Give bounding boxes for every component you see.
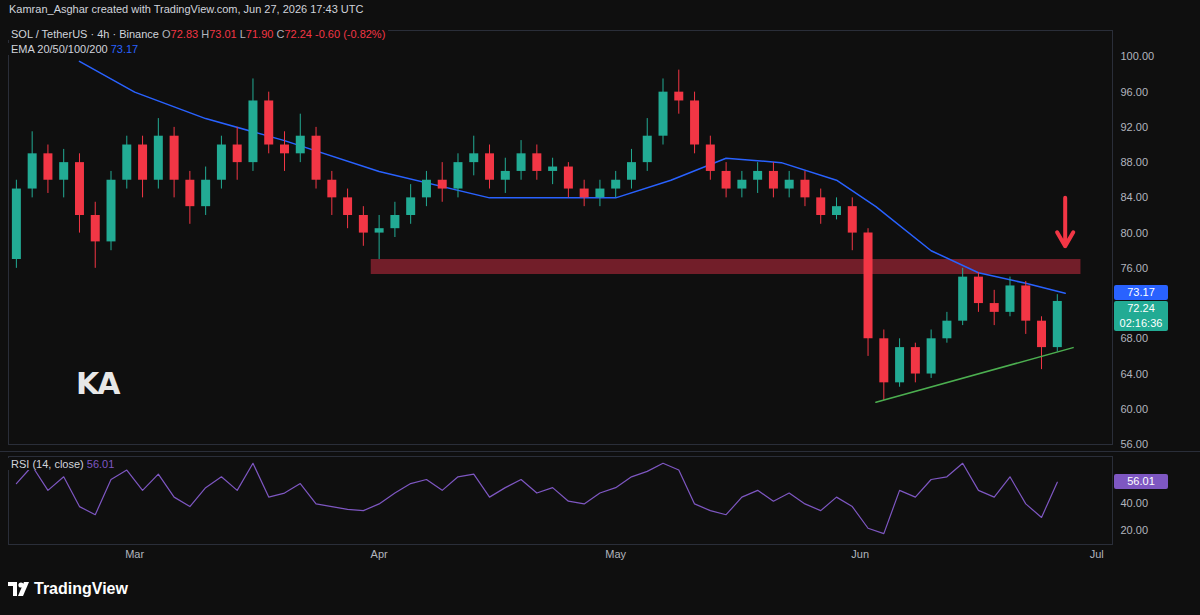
svg-text:64.00: 64.00	[1121, 368, 1149, 380]
svg-text:84.00: 84.00	[1121, 191, 1149, 203]
svg-text:Mar: Mar	[125, 548, 144, 560]
svg-text:40.00: 40.00	[1121, 497, 1149, 509]
svg-text:Jul: Jul	[1090, 548, 1104, 560]
svg-text:Jun: Jun	[851, 548, 869, 560]
html-text:56.01: 56.01	[1127, 475, 1155, 488]
svg-text:60.00: 60.00	[1121, 403, 1149, 415]
svg-text:100.00: 100.00	[1121, 50, 1155, 62]
html-text:72.24: 72.24	[1127, 302, 1155, 315]
html-text:Kamran_Asghar created with Tra: Kamran_Asghar created with TradingView.c…	[9, 3, 364, 15]
html-text:KA: KA	[76, 366, 119, 401]
svg-text:56.00: 56.00	[1121, 438, 1149, 450]
html-text:73.17: 73.17	[1127, 286, 1155, 299]
svg-text:68.00: 68.00	[1121, 332, 1149, 344]
html-text:EMA 20/50/100/200 73.17: EMA 20/50/100/200 73.17	[11, 43, 139, 55]
svg-text:80.00: 80.00	[1121, 227, 1149, 239]
svg-text:20.00: 20.00	[1121, 524, 1149, 536]
svg-text:Apr: Apr	[371, 548, 388, 560]
svg-text:May: May	[605, 548, 626, 560]
html-text:TradingView: TradingView	[34, 580, 128, 597]
html-text:SOL / TetherUS · 4h · Binance: SOL / TetherUS · 4h · Binance O 72.83 H …	[11, 28, 386, 40]
svg-text:88.00: 88.00	[1121, 156, 1149, 168]
svg-text:96.00: 96.00	[1121, 86, 1149, 98]
html-text:RSI (14, close) 56.01: RSI (14, close) 56.01	[11, 458, 115, 470]
svg-text:76.00: 76.00	[1121, 262, 1149, 274]
html-text:02:16:36: 02:16:36	[1119, 317, 1163, 330]
svg-text:92.00: 92.00	[1121, 121, 1149, 133]
